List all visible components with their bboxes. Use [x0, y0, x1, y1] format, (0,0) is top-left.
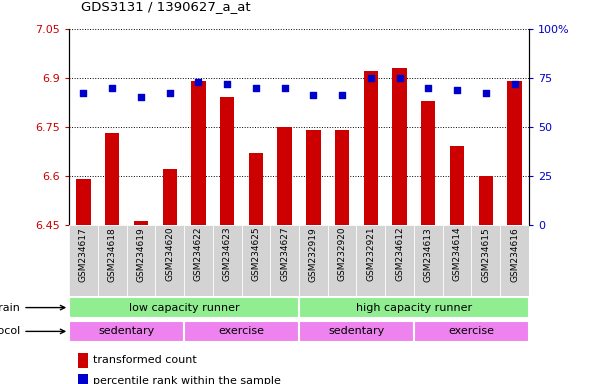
Bar: [335, 130, 349, 225]
Bar: [299, 225, 328, 296]
Bar: [155, 225, 184, 296]
Bar: [162, 169, 177, 225]
Bar: [270, 225, 299, 296]
Text: exercise: exercise: [219, 326, 264, 336]
Point: [79, 90, 88, 96]
Bar: [184, 321, 299, 342]
Bar: [478, 176, 493, 225]
Text: GSM234625: GSM234625: [251, 227, 260, 281]
Point: [366, 75, 376, 81]
Bar: [414, 225, 443, 296]
Text: GSM234623: GSM234623: [222, 227, 231, 281]
Bar: [356, 225, 385, 296]
Point: [452, 86, 462, 93]
Bar: [328, 225, 356, 296]
Text: GSM234612: GSM234612: [395, 227, 404, 281]
Text: strain: strain: [0, 303, 65, 313]
Bar: [69, 297, 299, 318]
Text: GSM232921: GSM232921: [367, 227, 376, 281]
Bar: [306, 130, 320, 225]
Text: low capacity runner: low capacity runner: [129, 303, 239, 313]
Text: sedentary: sedentary: [328, 326, 385, 336]
Bar: [127, 225, 155, 296]
Point: [251, 84, 261, 91]
Bar: [76, 179, 91, 225]
Text: protocol: protocol: [0, 326, 65, 336]
Text: GSM234616: GSM234616: [510, 227, 519, 281]
Bar: [69, 321, 184, 342]
Point: [108, 84, 117, 91]
Bar: [78, 374, 88, 384]
Bar: [299, 297, 529, 318]
Point: [510, 81, 519, 87]
Text: sedentary: sedentary: [99, 326, 154, 336]
Point: [308, 92, 318, 98]
Bar: [421, 101, 436, 225]
Text: GSM234617: GSM234617: [79, 227, 88, 281]
Point: [481, 90, 490, 96]
Point: [194, 79, 203, 85]
Text: GSM234619: GSM234619: [136, 227, 145, 281]
Bar: [105, 133, 120, 225]
Text: GSM234622: GSM234622: [194, 227, 203, 281]
Bar: [69, 225, 98, 296]
Text: GSM234615: GSM234615: [481, 227, 490, 281]
Text: GSM234618: GSM234618: [108, 227, 117, 281]
Bar: [220, 98, 234, 225]
Bar: [385, 225, 414, 296]
Text: GSM232920: GSM232920: [338, 227, 347, 281]
Text: GSM234614: GSM234614: [453, 227, 462, 281]
Text: GDS3131 / 1390627_a_at: GDS3131 / 1390627_a_at: [81, 0, 251, 13]
Bar: [414, 321, 529, 342]
Bar: [249, 153, 263, 225]
Bar: [98, 225, 127, 296]
Bar: [500, 225, 529, 296]
Bar: [450, 146, 464, 225]
Bar: [134, 222, 148, 225]
Bar: [299, 321, 414, 342]
Point: [165, 90, 174, 96]
Point: [424, 84, 433, 91]
Text: percentile rank within the sample: percentile rank within the sample: [93, 376, 281, 384]
Text: transformed count: transformed count: [93, 356, 197, 366]
Text: GSM234613: GSM234613: [424, 227, 433, 281]
Text: GSM234627: GSM234627: [280, 227, 289, 281]
Bar: [278, 127, 292, 225]
Bar: [242, 225, 270, 296]
Bar: [471, 225, 500, 296]
Bar: [392, 68, 407, 225]
Bar: [507, 81, 522, 225]
Bar: [443, 225, 471, 296]
Point: [280, 84, 290, 91]
Text: high capacity runner: high capacity runner: [356, 303, 472, 313]
Text: GSM232919: GSM232919: [309, 227, 318, 281]
Bar: [78, 353, 88, 368]
Point: [395, 75, 404, 81]
Point: [337, 92, 347, 98]
Bar: [184, 225, 213, 296]
Point: [136, 94, 146, 101]
Bar: [191, 81, 206, 225]
Bar: [213, 225, 242, 296]
Text: exercise: exercise: [448, 326, 495, 336]
Bar: [364, 71, 378, 225]
Point: [222, 81, 232, 87]
Text: GSM234620: GSM234620: [165, 227, 174, 281]
